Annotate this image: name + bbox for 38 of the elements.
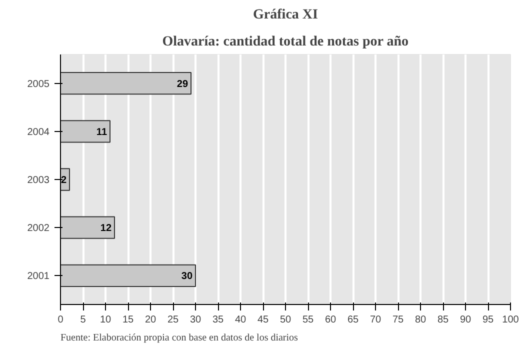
x-tick-label: 45 — [257, 314, 269, 326]
x-tick-label: 60 — [324, 314, 336, 326]
x-tick-label: 15 — [122, 314, 134, 326]
data-label: 12 — [100, 223, 112, 234]
x-tick-label: 85 — [437, 314, 449, 326]
x-tick-label: 30 — [190, 314, 202, 326]
x-tick-label: 100 — [502, 314, 520, 326]
x-tick-label: 0 — [58, 314, 64, 326]
bar — [60, 216, 115, 239]
data-label: 30 — [181, 271, 193, 282]
data-label: 29 — [176, 78, 188, 90]
x-tick-label: 75 — [392, 314, 404, 326]
y-tick-label: 2002 — [27, 223, 50, 234]
data-label: 11 — [96, 126, 108, 138]
x-tick-label: 5 — [80, 314, 86, 326]
chart-title: Gráfica XI — [253, 8, 318, 22]
x-tick-label: 20 — [144, 314, 156, 326]
chart-subtitle: Olavaría: cantidad total de notas por año — [162, 34, 409, 50]
y-tick-label: 2005 — [27, 78, 50, 90]
x-tick-label: 70 — [370, 314, 382, 326]
bar — [60, 120, 110, 143]
x-tick-label: 80 — [414, 314, 426, 326]
x-tick-label: 10 — [100, 314, 112, 326]
x-tick-label: 90 — [460, 314, 472, 326]
x-tick-label: 35 — [212, 314, 224, 326]
data-label: 2 — [60, 175, 67, 186]
x-tick-label: 50 — [280, 314, 292, 326]
bar — [60, 264, 196, 287]
x-tick-label: 55 — [302, 314, 314, 326]
y-tick-label: 2003 — [27, 175, 50, 186]
source-note: Fuente: Elaboración propia con base en datos de los diarios — [60, 332, 298, 344]
bar — [60, 72, 192, 95]
x-tick-label: 40 — [234, 314, 246, 326]
y-tick-label: 2004 — [27, 126, 50, 138]
x-tick-label: 65 — [347, 314, 359, 326]
y-tick-label: 2001 — [27, 271, 50, 282]
x-tick-label: 95 — [482, 314, 494, 326]
x-tick-label: 25 — [167, 314, 179, 326]
